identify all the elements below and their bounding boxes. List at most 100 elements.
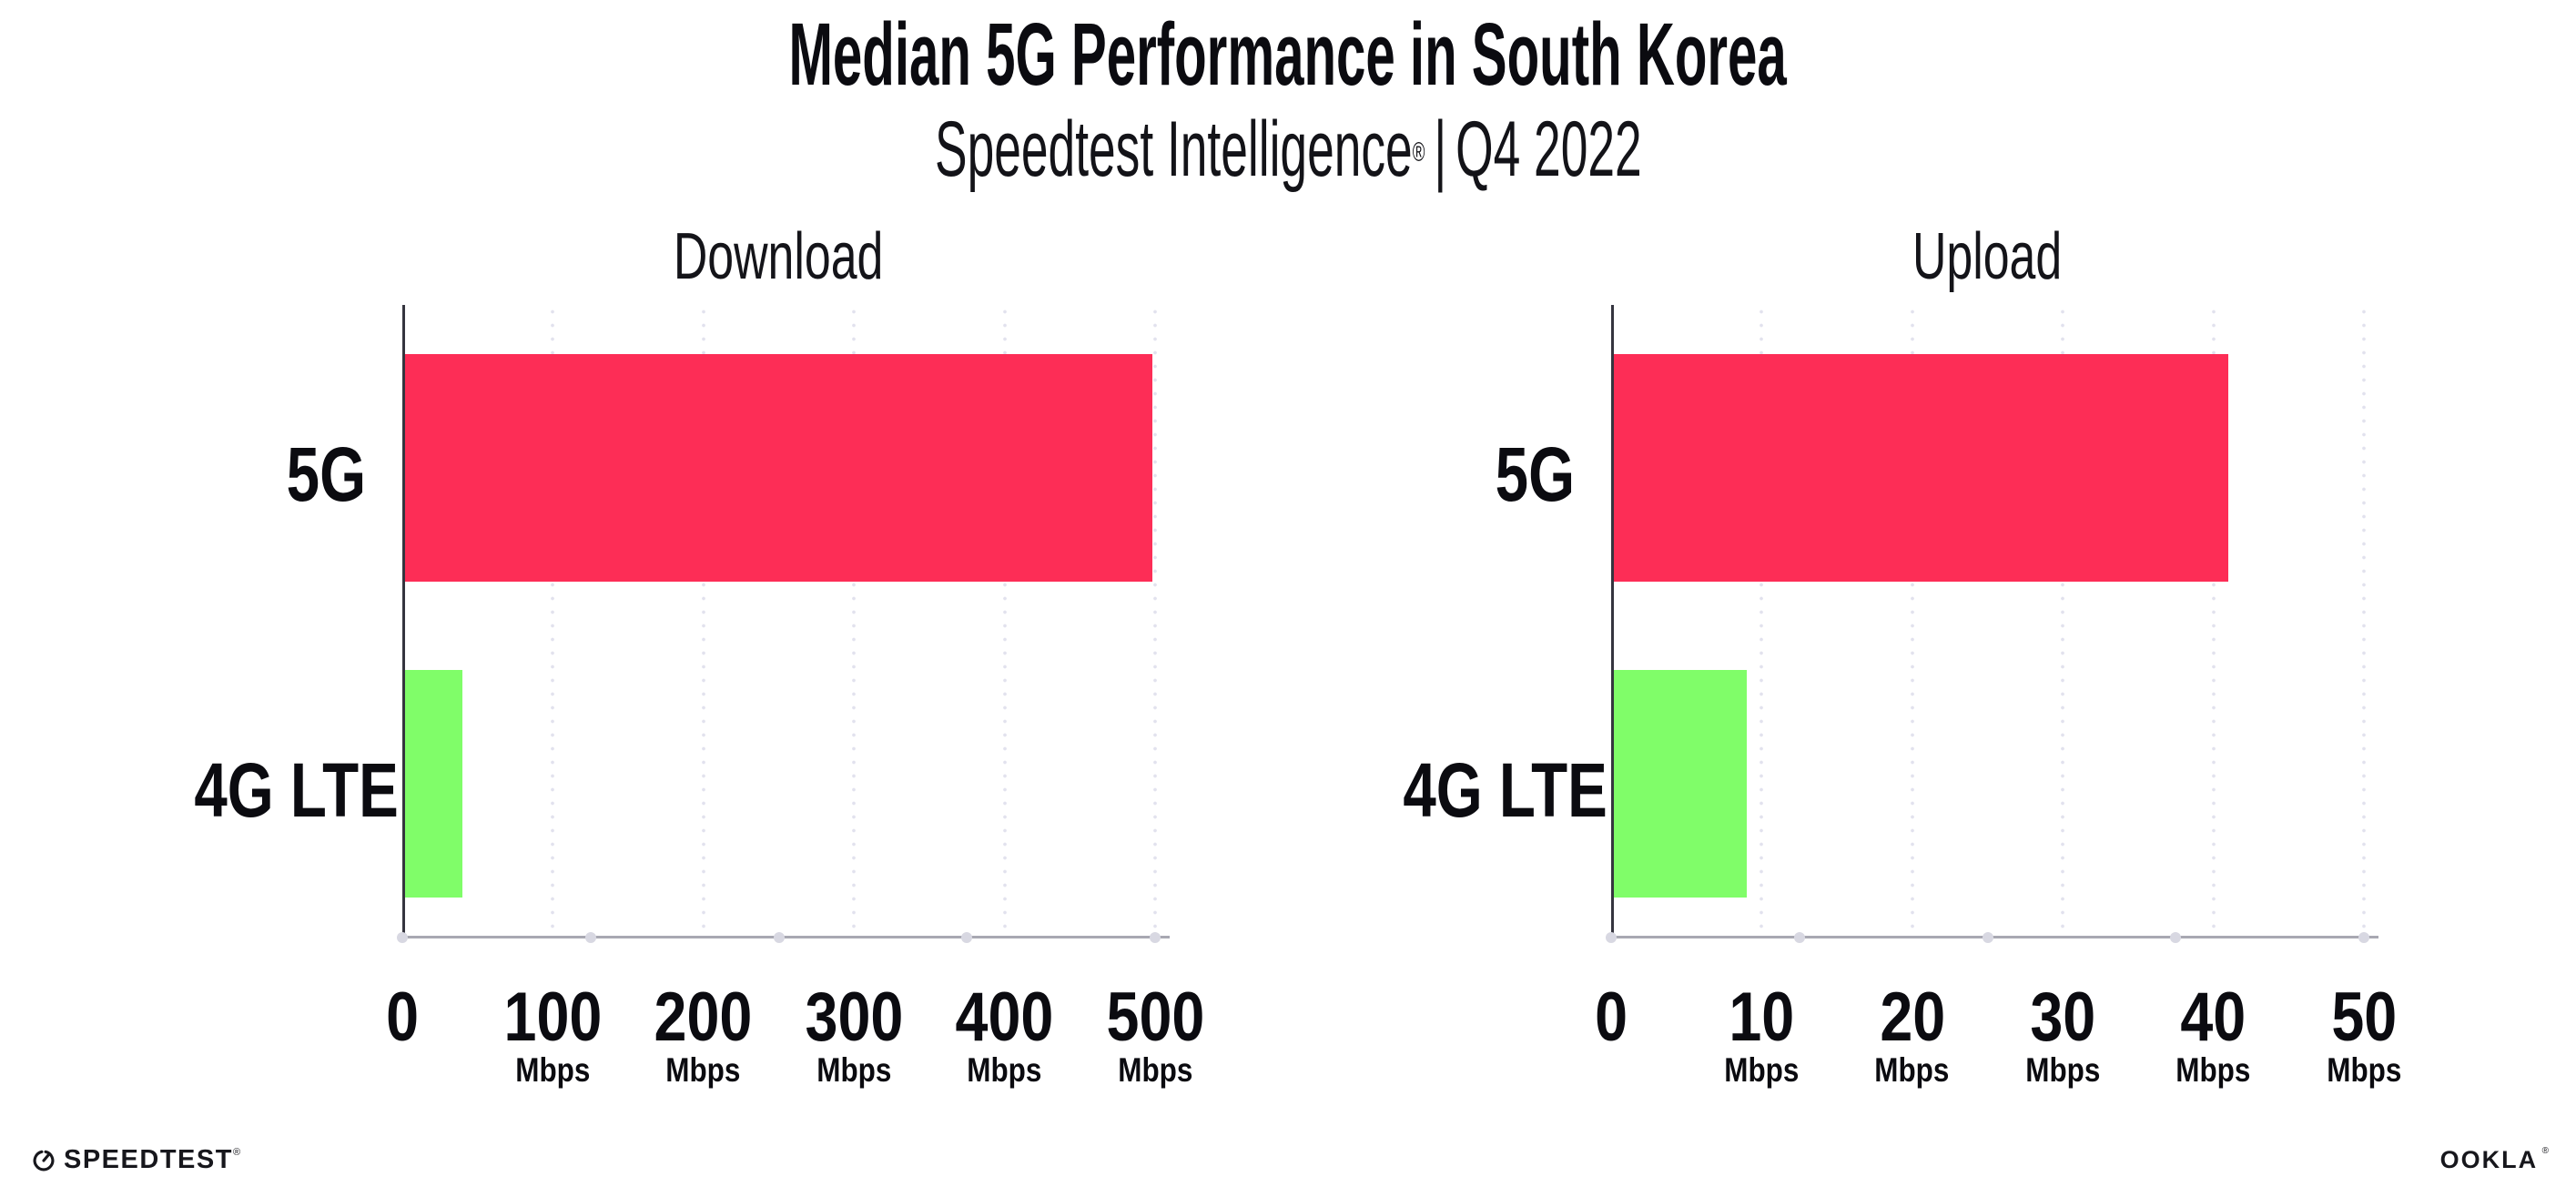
baseline-marker-dot-4	[2358, 932, 2369, 943]
subtitle-registered-mark: ®	[1412, 137, 1425, 167]
tick-unit-text-100: Mbps	[515, 1051, 591, 1089]
tick-label-500: 500	[1046, 981, 1264, 1054]
tick-unit-10: Mbps	[1652, 1052, 1871, 1089]
tick-label-text-100: 100	[503, 979, 603, 1056]
category-label-text-4g-lte: 4G LTE	[194, 747, 399, 834]
tick-label-30: 30	[1953, 981, 2172, 1054]
tick-label-text-20: 20	[1879, 979, 1945, 1056]
page-title-text: Median 5G Performance in South Korea	[788, 5, 1788, 104]
tick-unit-text-30: Mbps	[2025, 1051, 2101, 1089]
bar-4g-lte	[1614, 670, 1747, 898]
baseline-marker-dot-3	[961, 932, 973, 943]
tick-label-text-0: 0	[1595, 979, 1628, 1056]
tick-unit-20: Mbps	[1803, 1052, 2022, 1089]
tick-unit-text-50: Mbps	[2326, 1051, 2402, 1089]
tick-label-text-30: 30	[2030, 979, 2096, 1056]
speedtest-wordmark: SPEEDTEST	[64, 1145, 233, 1174]
tick-unit-text-200: Mbps	[665, 1051, 741, 1089]
tick-label-20: 20	[1803, 981, 2022, 1054]
upload-chart-title-text: Upload	[1912, 220, 2063, 293]
baseline-marker-dot-1	[1793, 932, 1805, 943]
tick-label-400: 400	[896, 981, 1114, 1054]
bar-4g-lte	[405, 670, 463, 898]
gridline-100	[551, 305, 555, 934]
category-label-text-5g: 5G	[286, 431, 366, 517]
category-label-4g-lte: 4G LTE	[1345, 735, 1607, 845]
tick-label-50: 50	[2255, 981, 2473, 1054]
category-label-text-4g-lte: 4G LTE	[1403, 747, 1607, 834]
speedtest-reg-mark: ®	[232, 1146, 241, 1158]
tick-label-0: 0	[1502, 981, 1720, 1054]
tick-unit-100: Mbps	[443, 1052, 662, 1089]
upload-chart-title: Upload	[1611, 218, 2364, 295]
gridline-20	[1910, 305, 1914, 934]
baseline-marker-dot-3	[2170, 932, 2182, 943]
tick-label-0: 0	[293, 981, 512, 1054]
tick-label-text-40: 40	[2180, 979, 2246, 1056]
gridline-30	[2061, 305, 2065, 934]
ookla-reg-mark: ®	[2541, 1145, 2549, 1156]
speedtest-gauge-icon	[33, 1150, 55, 1171]
tick-unit-text-20: Mbps	[1874, 1051, 1950, 1089]
page-subtitle: Speedtest Intelligence® | Q4 2022	[0, 104, 2576, 195]
tick-label-text-0: 0	[386, 979, 419, 1056]
speedtest-logo: SPEEDTEST ®	[32, 1145, 240, 1175]
gridline-40	[2211, 305, 2216, 934]
baseline-marker-dot-4	[1150, 932, 1161, 943]
x-axis-line	[402, 936, 1170, 938]
y-axis-line	[1611, 305, 1614, 938]
tick-label-text-50: 50	[2331, 979, 2397, 1056]
category-label-text-5g: 5G	[1495, 431, 1575, 517]
upload-chart: Upload 5G 4G LTE 0 10 Mbps 20 Mbps 30 Mbps 40 Mbps…	[1345, 218, 2401, 1115]
category-label-4g-lte: 4G LTE	[137, 735, 398, 845]
subtitle-brand: Speedtest Intelligence	[934, 106, 1413, 193]
baseline-marker-dot-2	[773, 932, 785, 943]
tick-unit-30: Mbps	[1953, 1052, 2172, 1089]
tick-label-text-400: 400	[955, 979, 1054, 1056]
tick-unit-text-500: Mbps	[1117, 1051, 1193, 1089]
tick-unit-40: Mbps	[2104, 1052, 2323, 1089]
tick-unit-text-400: Mbps	[967, 1051, 1042, 1089]
tick-unit-50: Mbps	[2255, 1052, 2473, 1089]
subtitle-period: Q4 2022	[1455, 106, 1642, 193]
gridline-10	[1760, 305, 1764, 934]
gridline-50	[2362, 305, 2366, 934]
gridline-500	[1153, 305, 1157, 934]
category-label-5g: 5G	[1345, 420, 1575, 529]
baseline-marker-dot-0	[1606, 932, 1617, 943]
tick-unit-300: Mbps	[745, 1052, 963, 1089]
subtitle-separator: |	[1433, 106, 1446, 193]
tick-label-text-500: 500	[1106, 979, 1204, 1056]
y-axis-line	[402, 305, 405, 938]
category-label-5g: 5G	[137, 420, 366, 529]
tick-unit-text-40: Mbps	[2175, 1051, 2251, 1089]
gridline-300	[852, 305, 857, 934]
bar-5g	[405, 353, 1152, 582]
baseline-marker-dot-1	[584, 932, 596, 943]
tick-unit-text-10: Mbps	[1724, 1051, 1800, 1089]
upload-plot-area: 5G 4G LTE 0 10 Mbps 20 Mbps 30 Mbps 40 Mbps 50 Mbps	[1345, 218, 2401, 1115]
tick-label-300: 300	[745, 981, 963, 1054]
baseline-marker-dot-2	[1982, 932, 1993, 943]
bar-5g	[1614, 353, 2229, 582]
tick-label-40: 40	[2104, 981, 2323, 1054]
ookla-wordmark: OOKLA	[2439, 1146, 2539, 1173]
tick-unit-200: Mbps	[594, 1052, 813, 1089]
tick-unit-text-300: Mbps	[816, 1051, 892, 1089]
page-title: Median 5G Performance in South Korea	[0, 2, 2576, 107]
tick-label-text-200: 200	[654, 979, 753, 1056]
download-chart: Download 5G 4G LTE 0 100 Mbps 200 Mbps 300 Mbps 4…	[137, 218, 1204, 1115]
gridline-400	[1002, 305, 1007, 934]
tick-label-text-300: 300	[805, 979, 904, 1056]
tick-label-text-10: 10	[1729, 979, 1795, 1056]
baseline-marker-dot-0	[397, 932, 408, 943]
download-plot-area: 5G 4G LTE 0 100 Mbps 200 Mbps 300 Mbps 400 Mbps 500…	[137, 218, 1204, 1115]
gridline-200	[701, 305, 705, 934]
tick-label-200: 200	[594, 981, 813, 1054]
download-chart-title-text: Download	[674, 220, 884, 293]
x-axis-line	[1611, 936, 2378, 938]
download-chart-title: Download	[402, 218, 1155, 295]
tick-unit-500: Mbps	[1046, 1052, 1264, 1089]
tick-unit-400: Mbps	[896, 1052, 1114, 1089]
